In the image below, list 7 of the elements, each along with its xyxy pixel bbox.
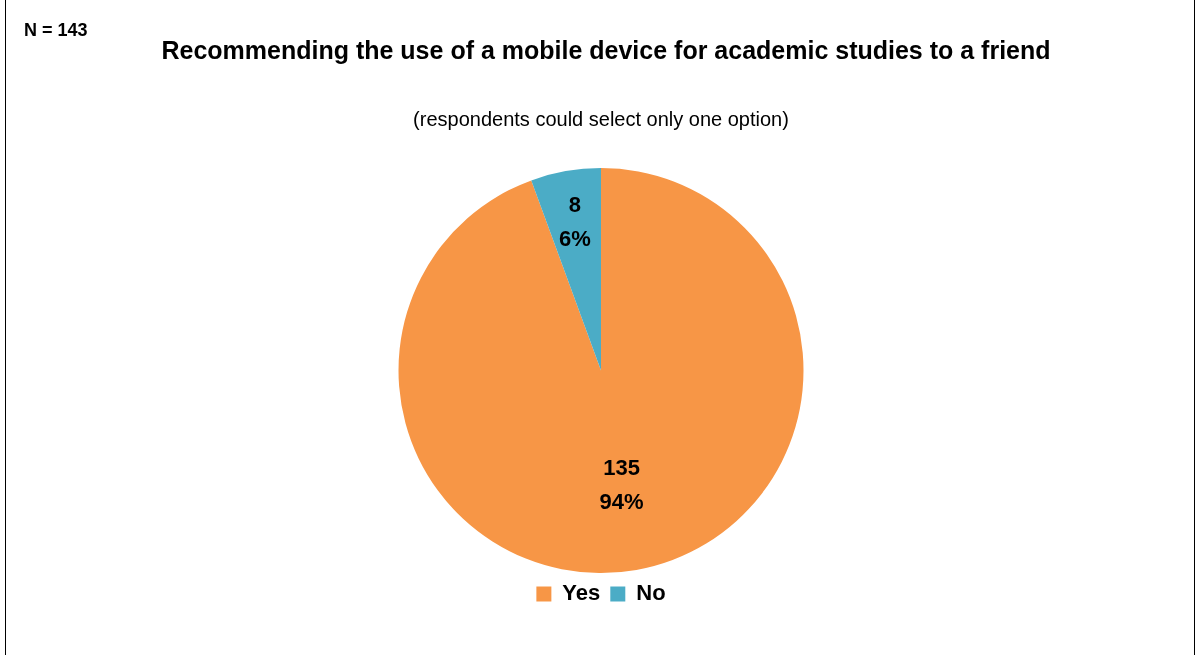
- data-label: 135 94%: [599, 455, 644, 515]
- legend-label: Yes: [562, 580, 601, 606]
- chart-subtitle: (respondents could select only one option): [412, 108, 790, 131]
- legend-label: No: [636, 580, 666, 606]
- text: N = 143: [24, 20, 88, 41]
- data-label: 8 6%: [558, 192, 591, 252]
- chart-title: Recommending the use of a mobile device for academic studies to a friend: [160, 35, 1052, 66]
